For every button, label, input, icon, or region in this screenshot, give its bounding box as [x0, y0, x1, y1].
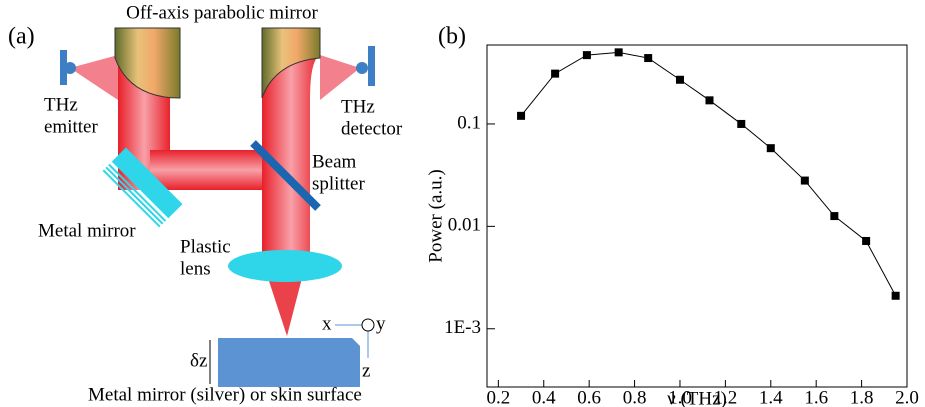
x-tick-label: 0.6 [577, 387, 601, 407]
label: lens [180, 258, 211, 279]
lens [228, 250, 342, 282]
label: THz [341, 96, 375, 117]
emitter [60, 50, 67, 85]
detector [356, 62, 368, 74]
label: THz [44, 94, 78, 115]
x-tick-label: 1.2 [714, 387, 738, 407]
y-tick-label: 1E-3 [444, 317, 481, 338]
label: x [322, 313, 332, 334]
x-tick-label: 1.8 [850, 387, 874, 407]
marker [517, 111, 526, 120]
beam [268, 278, 302, 336]
marker [644, 54, 653, 63]
x-tick-label: 0.2 [486, 387, 510, 407]
beam [320, 55, 360, 100]
label: emitter [44, 116, 98, 137]
axis-y [361, 318, 375, 332]
label: Plastic [180, 236, 231, 257]
x-tick-label: 1.6 [804, 387, 828, 407]
label: z [362, 360, 370, 381]
x-tick-label: 1.0 [668, 387, 692, 407]
x-tick-label: 2.0 [895, 387, 919, 407]
beam-splitter [250, 140, 321, 211]
marker [891, 291, 900, 300]
label: δz [190, 350, 207, 371]
marker [614, 48, 623, 57]
series-line [520, 51, 897, 297]
marker [737, 119, 746, 128]
diagram: (a) Off-axis parabolic mirror THz emitte… [8, 2, 403, 405]
panel-label: (a) [8, 24, 35, 50]
beam [262, 55, 320, 262]
x-tick-label: 0.4 [532, 387, 556, 407]
panel-label: (b) [438, 24, 466, 50]
sample [218, 338, 360, 387]
marker [766, 144, 775, 153]
beam [70, 55, 118, 100]
label: splitter [312, 173, 365, 194]
label: Beam [312, 151, 357, 172]
x-axis-label: ν (THz) [667, 388, 727, 407]
chart: (b) 0.2 0.4 0.6 0.8 1.0 1.2 1.4 1.6 1.8 2.0 1E-3 0.0… [425, 24, 919, 407]
label: Off-axis parabolic mirror [126, 2, 318, 23]
detector [368, 46, 375, 86]
y-axis-label: Power (a.u.) [425, 169, 446, 262]
parabolic-mirror [261, 27, 321, 99]
label: detector [341, 118, 403, 139]
marker [800, 176, 809, 185]
emitter [64, 62, 76, 74]
label: y [376, 313, 386, 334]
beam [150, 150, 285, 190]
x-tick-label: 0.8 [623, 387, 647, 407]
marker [830, 212, 839, 221]
marker [862, 236, 871, 245]
marker [705, 96, 714, 105]
y-tick-label: 0.01 [448, 215, 481, 236]
marker [551, 69, 560, 78]
x-tick-label: 1.4 [759, 387, 783, 407]
label: Metal mirror (silver) or skin surface [88, 384, 362, 405]
y-tick-label: 0.1 [457, 112, 481, 133]
marker [675, 75, 684, 84]
metal-mirror [102, 147, 183, 228]
marker [582, 51, 591, 60]
parabolic-mirror [114, 27, 181, 99]
plot-frame [486, 44, 908, 388]
label: Metal mirror [38, 220, 136, 241]
